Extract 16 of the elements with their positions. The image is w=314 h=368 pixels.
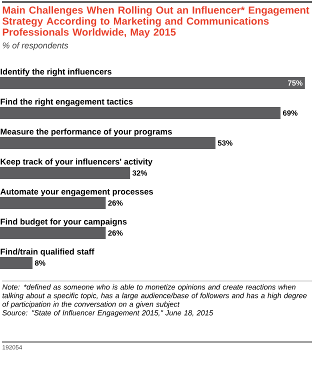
- bar: [0, 256, 33, 269]
- chart-title: Main Challenges When Rolling Out an Influencer* Engagement Strategy According to Marketing and Communications Professionals Worldwide, May 2015: [2, 6, 310, 38]
- bar: [0, 167, 130, 180]
- bar: [0, 107, 281, 120]
- y-tick-label: Find/train qualified staff: [0, 248, 94, 256]
- bar: [0, 227, 106, 239]
- y-tick-label: Measure the performance of your programs: [0, 128, 172, 136]
- y-tick-label: Find budget for your campaigns: [0, 218, 127, 226]
- y-tick-label: Automate your engagement processes: [0, 188, 153, 196]
- y-tick-label: Find the right engagement tactics: [0, 98, 133, 106]
- bar: [0, 137, 216, 150]
- bar: [0, 197, 106, 209]
- bar: [0, 77, 305, 90]
- y-tick-label: Identify the right influencers: [0, 68, 112, 76]
- y-tick-label: Keep track of your influencers' activity: [0, 158, 152, 166]
- chart-subtitle: % of respondents: [2, 42, 68, 50]
